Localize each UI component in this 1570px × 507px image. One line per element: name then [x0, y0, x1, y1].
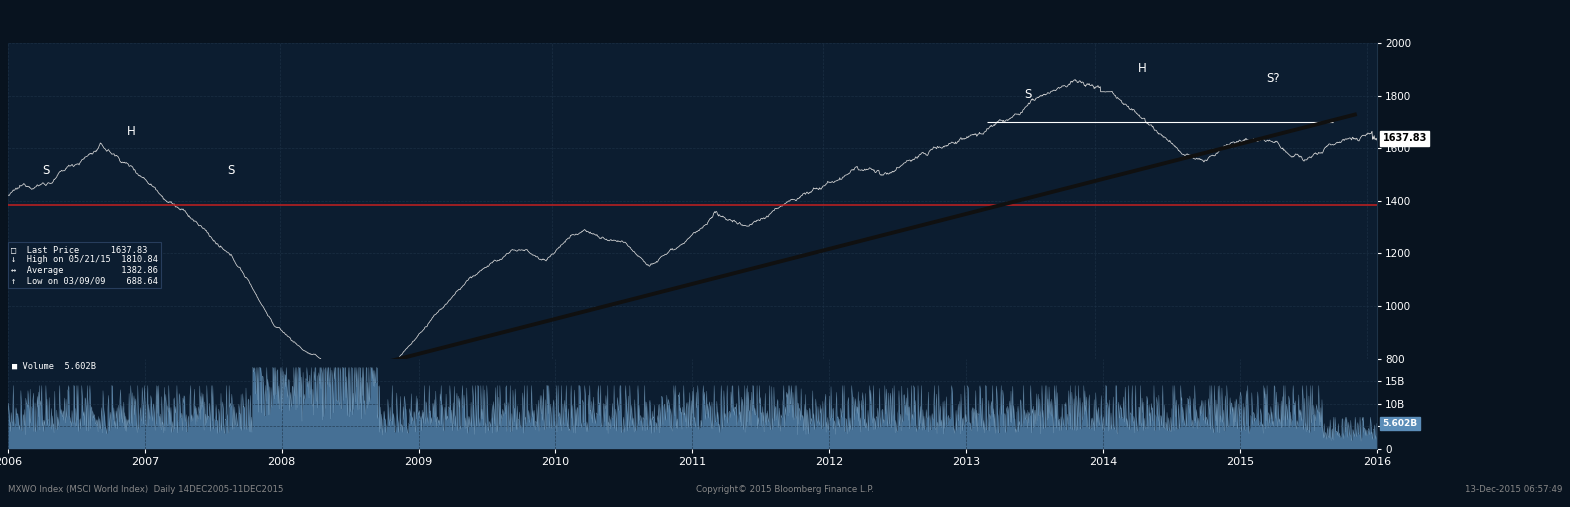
- Text: □  Last Price      1637.83
↓  High on 05/21/15  1810.84
↔  Average           138: □ Last Price 1637.83 ↓ High on 05/21/15 …: [11, 245, 157, 285]
- Text: MXWO Index (MSCI World Index)  Daily 14DEC2005-11DEC2015: MXWO Index (MSCI World Index) Daily 14DE…: [8, 485, 283, 494]
- Text: Copyright© 2015 Bloomberg Finance L.P.: Copyright© 2015 Bloomberg Finance L.P.: [696, 485, 874, 494]
- Text: S: S: [1025, 88, 1031, 101]
- Text: 1637.83: 1637.83: [1383, 133, 1427, 143]
- Text: H: H: [127, 125, 135, 138]
- Text: ■ Volume  5.602B: ■ Volume 5.602B: [13, 361, 96, 370]
- Text: S: S: [228, 164, 235, 177]
- Text: H: H: [1138, 62, 1146, 75]
- Text: 13-Dec-2015 06:57:49: 13-Dec-2015 06:57:49: [1465, 485, 1562, 494]
- Text: S?: S?: [1267, 72, 1280, 85]
- Text: S: S: [42, 164, 50, 177]
- Text: 5.602B: 5.602B: [1383, 419, 1418, 428]
